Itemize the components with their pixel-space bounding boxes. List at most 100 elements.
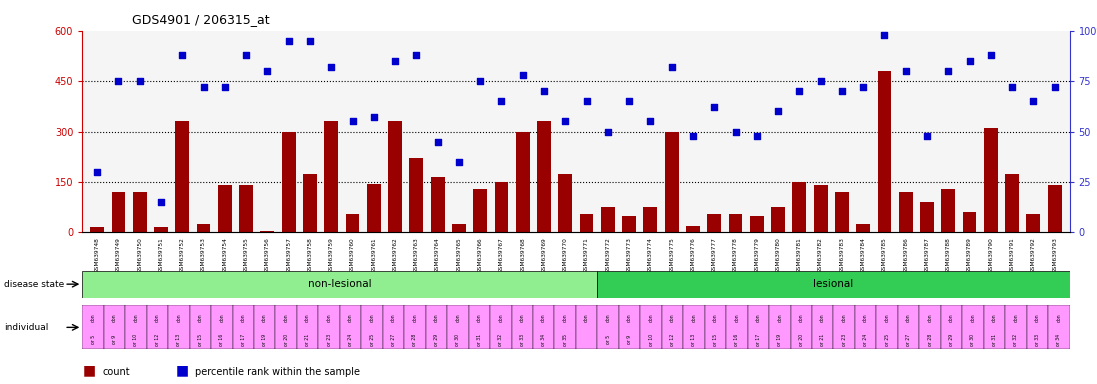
- Text: don: don: [884, 313, 890, 322]
- Point: [578, 98, 596, 104]
- Point: [343, 118, 361, 124]
- Bar: [834, 305, 855, 349]
- Text: don: don: [648, 313, 654, 322]
- Text: don: don: [713, 313, 717, 322]
- Text: don: don: [928, 313, 932, 322]
- Text: or 13: or 13: [691, 334, 697, 346]
- Point: [769, 108, 787, 114]
- Text: or 25: or 25: [884, 334, 890, 346]
- Bar: [388, 121, 402, 232]
- Bar: [383, 305, 404, 349]
- Bar: [644, 207, 657, 232]
- Bar: [750, 215, 764, 232]
- Bar: [495, 182, 508, 232]
- Bar: [90, 227, 104, 232]
- Text: or 21: or 21: [821, 334, 825, 346]
- Point: [514, 72, 532, 78]
- Point: [216, 84, 234, 90]
- Text: don: don: [863, 313, 868, 322]
- Point: [855, 84, 872, 90]
- Bar: [941, 305, 962, 349]
- Text: or 32: or 32: [498, 334, 504, 346]
- Text: or 5: or 5: [606, 335, 611, 344]
- Bar: [426, 305, 448, 349]
- Text: don: don: [327, 313, 331, 322]
- Bar: [898, 192, 913, 232]
- Text: or 27: or 27: [391, 334, 396, 346]
- Bar: [112, 192, 125, 232]
- Bar: [857, 224, 870, 232]
- Text: or 16: or 16: [219, 334, 224, 346]
- Bar: [431, 177, 444, 232]
- Point: [152, 199, 170, 205]
- Text: don: don: [585, 313, 589, 322]
- Text: GDS4901 / 206315_at: GDS4901 / 206315_at: [132, 13, 269, 26]
- Point: [472, 78, 489, 84]
- Bar: [452, 224, 466, 232]
- Text: or 17: or 17: [240, 334, 246, 346]
- Point: [1045, 84, 1063, 90]
- Bar: [233, 305, 255, 349]
- Text: or 10: or 10: [134, 334, 138, 346]
- Text: don: don: [971, 313, 975, 322]
- Bar: [239, 185, 253, 232]
- Bar: [598, 305, 619, 349]
- Point: [429, 139, 446, 145]
- Bar: [686, 226, 700, 232]
- Bar: [104, 305, 125, 349]
- Bar: [404, 305, 426, 349]
- Bar: [1005, 174, 1019, 232]
- Text: don: don: [799, 313, 804, 322]
- Text: don: don: [477, 313, 482, 322]
- Point: [939, 68, 957, 74]
- Text: or 13: or 13: [177, 334, 181, 346]
- Point: [450, 159, 467, 165]
- Text: percentile rank within the sample: percentile rank within the sample: [195, 367, 360, 377]
- Text: don: don: [370, 313, 374, 322]
- Point: [982, 52, 999, 58]
- Text: don: don: [455, 313, 461, 322]
- Text: or 34: or 34: [1056, 334, 1061, 346]
- Text: or 5: or 5: [91, 335, 95, 344]
- Text: or 23: or 23: [327, 334, 331, 346]
- Bar: [82, 271, 598, 298]
- Bar: [579, 214, 593, 232]
- Bar: [218, 185, 231, 232]
- Bar: [282, 131, 295, 232]
- Bar: [133, 192, 147, 232]
- Text: don: don: [348, 313, 353, 322]
- Point: [110, 78, 127, 84]
- Bar: [82, 305, 104, 349]
- Text: ■: ■: [176, 363, 189, 377]
- Text: don: don: [91, 313, 95, 322]
- Text: don: don: [240, 313, 246, 322]
- Bar: [622, 215, 636, 232]
- Text: don: don: [906, 313, 912, 322]
- Bar: [661, 305, 683, 349]
- Text: or 24: or 24: [863, 334, 868, 346]
- Text: or 32: or 32: [1014, 334, 1018, 346]
- Bar: [125, 305, 147, 349]
- Text: don: don: [541, 313, 546, 322]
- Bar: [154, 227, 168, 232]
- Text: or 31: or 31: [992, 334, 997, 346]
- Text: or 21: or 21: [305, 334, 310, 346]
- Bar: [255, 305, 275, 349]
- Text: don: don: [1014, 313, 1018, 322]
- Text: don: don: [305, 313, 310, 322]
- Text: don: don: [563, 313, 567, 322]
- Bar: [708, 214, 721, 232]
- Point: [386, 58, 404, 64]
- Text: don: don: [262, 313, 268, 322]
- Bar: [769, 305, 791, 349]
- Text: or 25: or 25: [370, 334, 374, 346]
- Text: don: don: [391, 313, 396, 322]
- Text: don: don: [1034, 313, 1040, 322]
- Point: [195, 84, 213, 90]
- Point: [620, 98, 637, 104]
- Text: don: don: [284, 313, 289, 322]
- Bar: [168, 305, 190, 349]
- Text: don: don: [434, 313, 439, 322]
- Text: or 33: or 33: [1034, 334, 1040, 346]
- Text: or 23: or 23: [841, 334, 847, 346]
